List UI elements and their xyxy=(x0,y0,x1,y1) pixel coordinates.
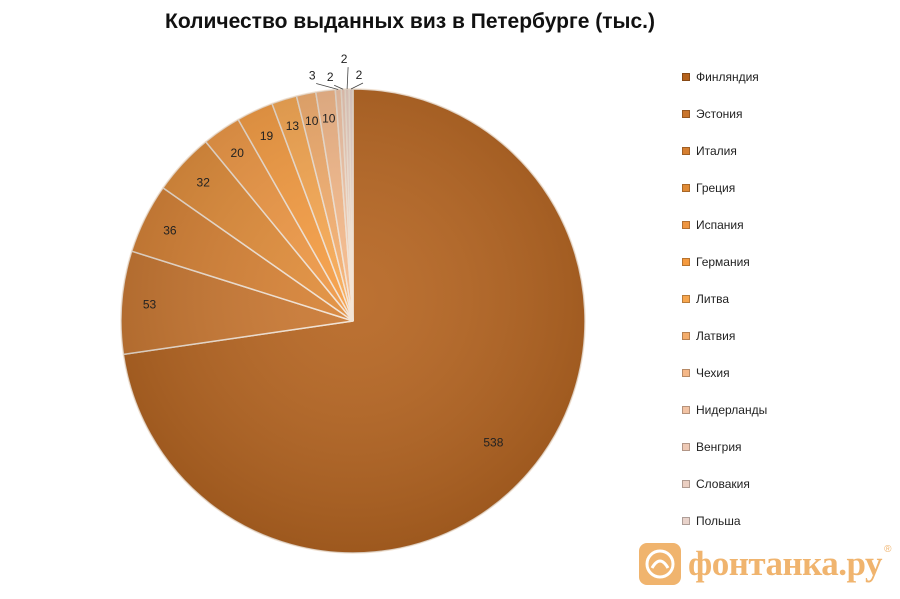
data-label-6: 19 xyxy=(260,129,274,143)
legend-label: Германия xyxy=(696,254,750,269)
data-label-12: 2 xyxy=(341,52,348,66)
data-label-13: 2 xyxy=(356,68,363,82)
legend-swatch xyxy=(682,516,690,525)
legend-label: Венгрия xyxy=(696,439,742,454)
legend-label: Эстония xyxy=(696,106,743,121)
data-label-3: 36 xyxy=(163,224,177,238)
legend-item: Германия xyxy=(682,243,767,280)
fontanka-logo-icon xyxy=(639,543,681,585)
legend-swatch xyxy=(682,294,690,303)
data-label-4: 32 xyxy=(197,175,211,189)
legend-label: Испания xyxy=(696,217,744,232)
data-label-5: 20 xyxy=(231,146,245,160)
legend-label: Греция xyxy=(696,180,736,195)
data-label-11: 2 xyxy=(327,70,334,84)
legend-swatch xyxy=(682,368,690,377)
legend-item: Испания xyxy=(682,206,767,243)
data-label-10: 3 xyxy=(309,69,316,83)
data-label-9: 10 xyxy=(322,111,336,125)
legend-item: Чехия xyxy=(682,354,767,391)
legend-swatch xyxy=(682,442,690,451)
legend-item: Греция xyxy=(682,169,767,206)
data-label-2: 53 xyxy=(143,298,157,312)
legend-label: Финляндия xyxy=(696,69,759,84)
legend-label: Латвия xyxy=(696,328,736,343)
chart-title: Количество выданных виз в Петербурге (ты… xyxy=(165,10,655,33)
legend-item: Финляндия xyxy=(682,58,767,95)
legend-item: Словакия xyxy=(682,465,767,502)
legend-swatch xyxy=(682,72,690,81)
legend-label: Нидерланды xyxy=(696,402,768,417)
legend-item: Венгрия xyxy=(682,428,767,465)
data-label-7: 13 xyxy=(286,119,300,133)
legend-swatch xyxy=(682,405,690,414)
legend-swatch xyxy=(682,220,690,229)
data-label-1: 538 xyxy=(483,435,503,449)
leader-line-13 xyxy=(350,82,364,90)
legend-swatch xyxy=(682,183,690,192)
legend-item: Польша xyxy=(682,502,767,539)
legend-item: Латвия xyxy=(682,317,767,354)
legend-label: Италия xyxy=(696,143,737,158)
legend-swatch xyxy=(682,109,690,118)
legend-item: Нидерланды xyxy=(682,391,767,428)
watermark-logo: фонтанка.ру ® xyxy=(638,540,891,588)
legend-item: Эстония xyxy=(682,95,767,132)
leader-line-12 xyxy=(346,67,349,90)
legend-label: Словакия xyxy=(696,476,750,491)
legend-label: Литва xyxy=(696,291,729,306)
legend-swatch xyxy=(682,331,690,340)
legend-swatch xyxy=(682,479,690,488)
legend-swatch xyxy=(682,146,690,155)
leader-line-10 xyxy=(316,83,339,90)
data-label-8: 10 xyxy=(305,114,319,128)
leader-line-11 xyxy=(334,84,344,90)
legend-item: Литва xyxy=(682,280,767,317)
legend-item: Италия xyxy=(682,132,767,169)
legend-label: Чехия xyxy=(696,365,730,380)
legend-swatch xyxy=(682,257,690,266)
legend-label: Польша xyxy=(696,513,741,528)
legend: Финляндия Эстония Италия Греция Испания Герма… xyxy=(682,58,767,539)
